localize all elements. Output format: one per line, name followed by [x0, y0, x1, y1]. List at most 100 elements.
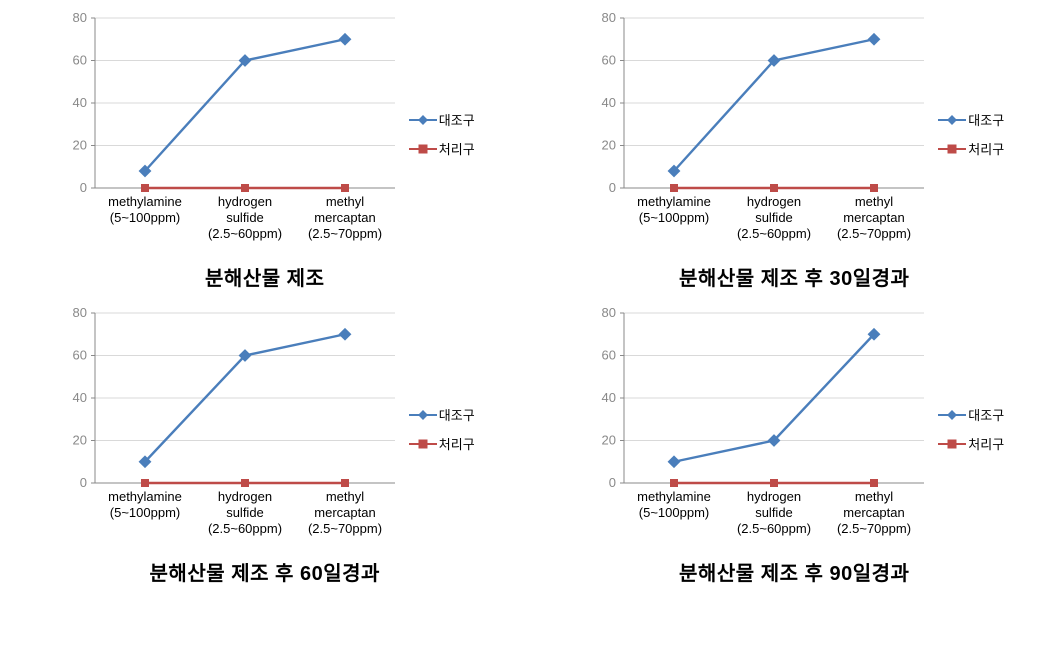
x-tick-label: (2.5~70ppm)	[837, 226, 911, 241]
x-tick-label: methyl	[326, 489, 364, 504]
legend-label: 처리구	[968, 139, 1004, 158]
legend-label: 대조구	[968, 405, 1004, 424]
y-tick-label: 40	[602, 390, 616, 405]
legend-swatch-marker	[947, 115, 957, 125]
legend-swatch-line	[938, 443, 966, 445]
marker-control	[868, 33, 881, 46]
legend-item-control: 대조구	[409, 110, 475, 129]
x-tick-label: (5~100ppm)	[110, 505, 180, 520]
legend-swatch-marker	[418, 410, 428, 420]
marker-treatment	[870, 184, 878, 192]
x-tick-label: (5~100ppm)	[639, 505, 709, 520]
legend-swatch-line	[409, 119, 437, 121]
y-tick-label: 60	[72, 348, 86, 363]
legend-item-treatment: 처리구	[409, 139, 475, 158]
marker-treatment	[241, 479, 249, 487]
chart-svg: 0 20 40 60 80 methylamine(5~100ppm) hydrogensu…	[584, 307, 934, 551]
legend-swatch-marker	[948, 439, 957, 448]
y-tick-label: 40	[72, 390, 86, 405]
legend-swatch-line	[409, 414, 437, 416]
y-tick-label: 60	[72, 53, 86, 68]
x-tick-label: mercaptan	[314, 505, 375, 520]
x-tick-label: methylamine	[108, 194, 182, 209]
legend-label: 대조구	[439, 405, 475, 424]
legend: 대조구 처리구	[938, 405, 1004, 453]
panel-caption: 분해산물 제조	[205, 262, 324, 291]
x-tick-label: (2.5~60ppm)	[208, 226, 282, 241]
x-tick-label: methyl	[855, 194, 893, 209]
legend: 대조구 처리구	[409, 110, 475, 158]
marker-control	[338, 328, 351, 341]
marker-treatment	[341, 479, 349, 487]
legend-item-control: 대조구	[938, 110, 1004, 129]
legend-swatch-line	[409, 148, 437, 150]
x-tick-label: methyl	[855, 489, 893, 504]
y-tick-label: 0	[609, 475, 616, 490]
marker-treatment	[670, 184, 678, 192]
y-tick-label: 80	[72, 307, 86, 320]
legend-label: 대조구	[439, 110, 475, 129]
x-tick-label: hydrogen	[747, 489, 801, 504]
x-tick-label: methyl	[326, 194, 364, 209]
y-tick-label: 20	[602, 138, 616, 153]
marker-treatment	[241, 184, 249, 192]
y-tick-label: 0	[80, 180, 87, 195]
chart-svg: 020406080methylamine(5~100ppm)hydrogensu…	[584, 12, 934, 256]
marker-treatment	[341, 184, 349, 192]
legend-label: 처리구	[968, 434, 1004, 453]
chart-wrap: 020406080methylamine(5~100ppm)hydrogensu…	[55, 12, 475, 256]
chart-grid: 020406080methylamine(5~100ppm)hydrogensu…	[12, 12, 1047, 586]
legend-label: 처리구	[439, 434, 475, 453]
x-tick-label: sulfide	[226, 210, 264, 225]
x-tick-label: mercaptan	[844, 505, 905, 520]
y-tick-label: 60	[602, 348, 616, 363]
y-tick-label: 80	[72, 12, 86, 25]
chart-svg: 020406080methylamine(5~100ppm)hydrogensu…	[55, 12, 405, 256]
legend-swatch-line	[938, 148, 966, 150]
chart-panel: 020406080methylamine(5~100ppm)hydrogensu…	[12, 307, 518, 586]
x-tick-label: (2.5~70ppm)	[308, 226, 382, 241]
y-tick-label: 20	[72, 138, 86, 153]
x-tick-label: sulfide	[226, 505, 264, 520]
y-tick-label: 0	[80, 475, 87, 490]
x-tick-label: mercaptan	[844, 210, 905, 225]
x-tick-label: (2.5~60ppm)	[737, 521, 811, 536]
y-tick-label: 80	[602, 307, 616, 320]
panel-caption: 분해산물 제조 후 30일경과	[679, 262, 909, 291]
chart-svg: 020406080methylamine(5~100ppm)hydrogensu…	[55, 307, 405, 551]
marker-treatment	[141, 184, 149, 192]
x-tick-label: (2.5~70ppm)	[308, 521, 382, 536]
x-tick-label: methylamine	[637, 489, 711, 504]
y-tick-label: 20	[72, 433, 86, 448]
chart-panel: 020406080methylamine(5~100ppm)hydrogensu…	[12, 12, 518, 291]
legend: 대조구 처리구	[409, 405, 475, 453]
x-tick-label: (2.5~60ppm)	[737, 226, 811, 241]
x-tick-label: sulfide	[756, 505, 794, 520]
x-tick-label: hydrogen	[218, 194, 272, 209]
legend-item-treatment: 처리구	[938, 434, 1004, 453]
panel-caption: 분해산물 제조 후 90일경과	[679, 557, 909, 586]
y-tick-label: 80	[602, 12, 616, 25]
x-tick-label: sulfide	[756, 210, 794, 225]
legend-item-control: 대조구	[938, 405, 1004, 424]
legend: 대조구 처리구	[938, 110, 1004, 158]
x-tick-label: (5~100ppm)	[639, 210, 709, 225]
marker-control	[668, 455, 681, 468]
legend-item-treatment: 처리구	[938, 139, 1004, 158]
chart-wrap: 0 20 40 60 80 methylamine(5~100ppm) hydrogensu…	[584, 307, 1004, 551]
x-tick-label: hydrogen	[747, 194, 801, 209]
legend-item-treatment: 처리구	[409, 434, 475, 453]
legend-swatch-line	[938, 119, 966, 121]
legend-swatch-marker	[418, 115, 428, 125]
chart-wrap: 020406080methylamine(5~100ppm)hydrogensu…	[584, 12, 1004, 256]
y-tick-label: 20	[602, 433, 616, 448]
panel-caption: 분해산물 제조 후 60일경과	[150, 557, 380, 586]
y-tick-label: 40	[602, 95, 616, 110]
legend-item-control: 대조구	[409, 405, 475, 424]
legend-swatch-marker	[418, 439, 427, 448]
y-tick-label: 0	[609, 180, 616, 195]
legend-label: 대조구	[968, 110, 1004, 129]
x-tick-label: methylamine	[637, 194, 711, 209]
marker-treatment	[770, 184, 778, 192]
x-tick-label: (2.5~70ppm)	[837, 521, 911, 536]
